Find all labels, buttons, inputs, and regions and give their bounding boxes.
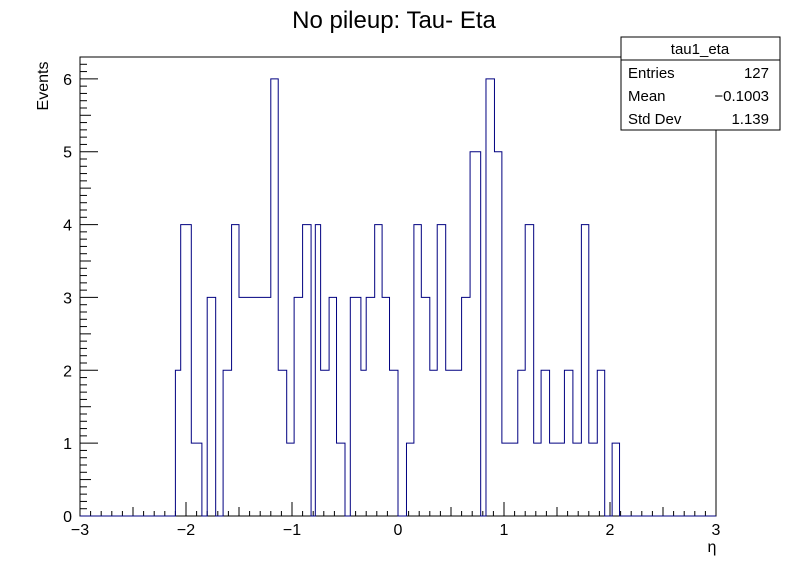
- x-tick-label: 2: [606, 522, 615, 539]
- y-tick-label: 6: [63, 72, 72, 89]
- x-axis-title: η: [708, 539, 717, 556]
- x-tick-label: 3: [712, 522, 721, 539]
- y-tick-label: 0: [63, 509, 72, 526]
- stats-box-name: tau1_eta: [671, 41, 730, 58]
- y-axis-ticks: [80, 63, 98, 517]
- stats-label-mean: Mean: [628, 88, 666, 105]
- histogram-series: [80, 78, 716, 517]
- x-tick-label: 1: [500, 522, 509, 539]
- stats-box-frame: [620, 36, 781, 131]
- stats-box: tau1_eta Entries 127 Mean −0.1003 Std De…: [620, 36, 781, 131]
- y-tick-label: 3: [63, 290, 72, 307]
- stats-value-std-dev: 1.139: [731, 111, 769, 128]
- y-axis-tick-labels: 0 1 2 3 4 5 6: [63, 72, 72, 526]
- y-tick-label: 2: [63, 363, 72, 380]
- stats-label-entries: Entries: [628, 65, 675, 82]
- chart-title: No pileup: Tau- Eta: [292, 7, 496, 34]
- stats-value-mean: −0.1003: [714, 88, 769, 105]
- y-tick-label: 5: [63, 145, 72, 162]
- x-tick-label: 0: [394, 522, 403, 539]
- y-tick-label: 4: [63, 218, 72, 235]
- stats-value-entries: 127: [744, 65, 769, 82]
- y-axis-title: Events: [35, 62, 52, 111]
- x-tick-label: −3: [71, 522, 89, 539]
- y-tick-label: 1: [63, 436, 72, 453]
- x-axis-tick-labels: −3 −2 −1 0 1 2 3: [71, 522, 721, 539]
- x-tick-label: −2: [177, 522, 195, 539]
- stats-label-std-dev: Std Dev: [628, 111, 682, 128]
- x-tick-label: −1: [283, 522, 301, 539]
